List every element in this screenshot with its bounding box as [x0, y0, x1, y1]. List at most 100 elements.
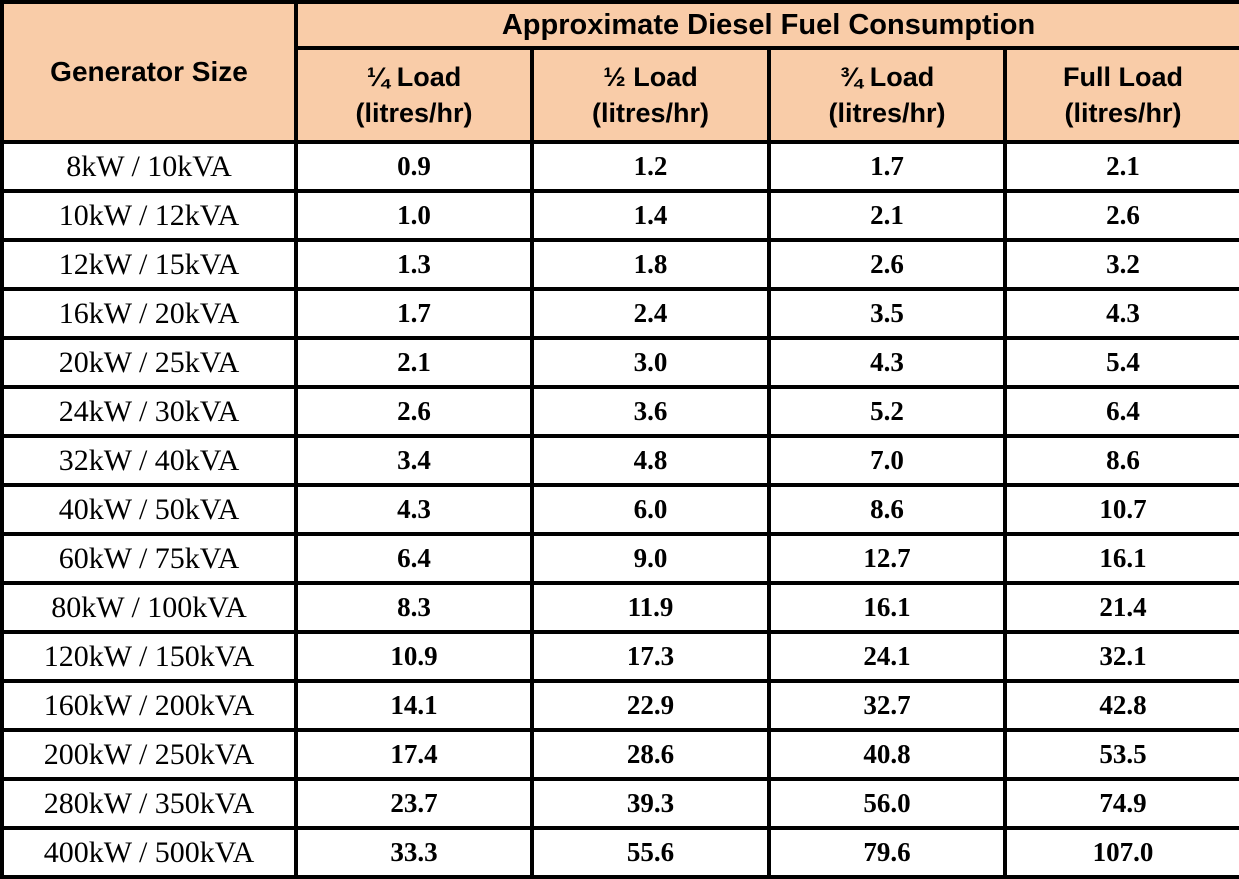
consumption-value-cell: 6.4: [294, 532, 534, 585]
table-row: 8kW / 10kVA 0.9 1.2 1.7 2.1: [0, 140, 1239, 193]
table-row: 160kW / 200kVA 14.1 22.9 32.7 42.8: [0, 679, 1239, 732]
full-load-unit: (litres/hr): [1064, 98, 1182, 128]
consumption-value-cell: 33.3: [294, 826, 534, 879]
three-quarter-load-label: ¾ Load: [839, 61, 935, 92]
consumption-value-cell: 1.4: [530, 189, 771, 242]
consumption-value-cell: 1.7: [294, 287, 534, 340]
consumption-value-cell: 3.0: [530, 336, 771, 389]
consumption-value-cell: 11.9: [530, 581, 771, 634]
table-row: 200kW / 250kVA 17.4 28.6 40.8 53.5: [0, 728, 1239, 781]
consumption-value-cell: 1.2: [530, 140, 771, 193]
table-title-row: Generator Size Approximate Diesel Fuel C…: [0, 0, 1239, 144]
consumption-value-cell: 6.0: [530, 483, 771, 536]
consumption-value-cell: 3.4: [294, 434, 534, 487]
consumption-value-cell: 5.2: [767, 385, 1007, 438]
consumption-value-cell: 2.1: [1002, 140, 1239, 193]
consumption-value-cell: 8.6: [767, 483, 1007, 536]
generator-size-cell: 10kW / 12kVA: [0, 189, 298, 242]
col-header-full-load: Full Load (litres/hr): [1002, 46, 1239, 144]
table-row: 16kW / 20kVA 1.7 2.4 3.5 4.3: [0, 287, 1239, 340]
quarter-load-unit: (litres/hr): [355, 98, 473, 128]
half-load-unit: (litres/hr): [591, 98, 710, 128]
consumption-value-cell: 9.0: [530, 532, 771, 585]
consumption-value-cell: 12.7: [767, 532, 1007, 585]
consumption-value-cell: 2.6: [767, 238, 1007, 291]
consumption-value-cell: 53.5: [1002, 728, 1239, 781]
consumption-value-cell: 4.3: [1002, 287, 1239, 340]
consumption-value-cell: 40.8: [767, 728, 1007, 781]
consumption-value-cell: 16.1: [1002, 532, 1239, 585]
generator-size-cell: 24kW / 30kVA: [0, 385, 298, 438]
consumption-value-cell: 5.4: [1002, 336, 1239, 389]
consumption-value-cell: 23.7: [294, 777, 534, 830]
col-header-three-quarter-load: ¾ Load (litres/hr): [767, 46, 1007, 144]
consumption-value-cell: 32.1: [1002, 630, 1239, 683]
table-row: 280kW / 350kVA 23.7 39.3 56.0 74.9: [0, 777, 1239, 830]
consumption-value-cell: 4.3: [767, 336, 1007, 389]
consumption-value-cell: 79.6: [767, 826, 1007, 879]
consumption-value-cell: 28.6: [530, 728, 771, 781]
col-header-quarter-load: ¼ Load (litres/hr): [294, 46, 534, 144]
table-row: 12kW / 15kVA 1.3 1.8 2.6 3.2: [0, 238, 1239, 291]
consumption-value-cell: 3.5: [767, 287, 1007, 340]
generator-size-cell: 200kW / 250kVA: [0, 728, 298, 781]
consumption-value-cell: 8.6: [1002, 434, 1239, 487]
three-quarter-load-unit: (litres/hr): [828, 98, 946, 128]
generator-size-cell: 400kW / 500kVA: [0, 826, 298, 879]
consumption-value-cell: 3.2: [1002, 238, 1239, 291]
consumption-value-cell: 56.0: [767, 777, 1007, 830]
generator-size-cell: 12kW / 15kVA: [0, 238, 298, 291]
full-load-label: Full Load: [1063, 61, 1183, 92]
table-row: 32kW / 40kVA 3.4 4.8 7.0 8.6: [0, 434, 1239, 487]
table-row: 10kW / 12kVA 1.0 1.4 2.1 2.6: [0, 189, 1239, 242]
table-row: 24kW / 30kVA 2.6 3.6 5.2 6.4: [0, 385, 1239, 438]
consumption-value-cell: 3.6: [530, 385, 771, 438]
generator-size-cell: 16kW / 20kVA: [0, 287, 298, 340]
consumption-value-cell: 39.3: [530, 777, 771, 830]
generator-size-cell: 20kW / 25kVA: [0, 336, 298, 389]
consumption-value-cell: 22.9: [530, 679, 771, 732]
consumption-value-cell: 14.1: [294, 679, 534, 732]
generator-size-cell: 120kW / 150kVA: [0, 630, 298, 683]
load-headers-row: ¼ Load (litres/hr) ½ Load (litres/hr) ¾ …: [2, 46, 1239, 144]
consumption-value-cell: 21.4: [1002, 581, 1239, 634]
consumption-value-cell: 2.4: [530, 287, 771, 340]
consumption-value-cell: 1.0: [294, 189, 534, 242]
table-row: 40kW / 50kVA 4.3 6.0 8.6 10.7: [0, 483, 1239, 536]
consumption-value-cell: 1.3: [294, 238, 534, 291]
consumption-value-cell: 55.6: [530, 826, 771, 879]
consumption-value-cell: 32.7: [767, 679, 1007, 732]
consumption-value-cell: 1.8: [530, 238, 771, 291]
table-row: 60kW / 75kVA 6.4 9.0 12.7 16.1: [0, 532, 1239, 585]
table-row: 80kW / 100kVA 8.3 11.9 16.1 21.4: [0, 581, 1239, 634]
consumption-value-cell: 2.6: [294, 385, 534, 438]
consumption-value-cell: 2.1: [294, 336, 534, 389]
consumption-value-cell: 4.3: [294, 483, 534, 536]
generator-size-cell: 80kW / 100kVA: [0, 581, 298, 634]
generator-size-cell: 32kW / 40kVA: [0, 434, 298, 487]
col-header-half-load: ½ Load (litres/hr): [530, 46, 771, 144]
half-load-label: ½ Load: [603, 61, 698, 92]
consumption-value-cell: 17.4: [294, 728, 534, 781]
consumption-value-cell: 7.0: [767, 434, 1007, 487]
consumption-value-cell: 10.9: [294, 630, 534, 683]
table-row: 400kW / 500kVA 33.3 55.6 79.6 107.0: [0, 826, 1239, 879]
consumption-value-cell: 6.4: [1002, 385, 1239, 438]
consumption-value-cell: 1.7: [767, 140, 1007, 193]
generator-size-header: Generator Size: [0, 0, 298, 144]
consumption-value-cell: 24.1: [767, 630, 1007, 683]
table-row: 20kW / 25kVA 2.1 3.0 4.3 5.4: [0, 336, 1239, 389]
consumption-value-cell: 10.7: [1002, 483, 1239, 536]
consumption-value-cell: 74.9: [1002, 777, 1239, 830]
generator-size-cell: 8kW / 10kVA: [0, 140, 298, 193]
main-title: Approximate Diesel Fuel Consumption: [293, 0, 1239, 50]
consumption-value-cell: 2.1: [767, 189, 1007, 242]
consumption-value-cell: 4.8: [530, 434, 771, 487]
table-body: 8kW / 10kVA 0.9 1.2 1.7 2.1 10kW / 12kVA 1.0 1.…: [0, 140, 1239, 879]
generator-size-cell: 40kW / 50kVA: [0, 483, 298, 536]
consumption-value-cell: 107.0: [1002, 826, 1239, 879]
table-row: 120kW / 150kVA 10.9 17.3 24.1 32.1: [0, 630, 1239, 683]
generator-size-cell: 280kW / 350kVA: [0, 777, 298, 830]
consumption-value-cell: 8.3: [294, 581, 534, 634]
